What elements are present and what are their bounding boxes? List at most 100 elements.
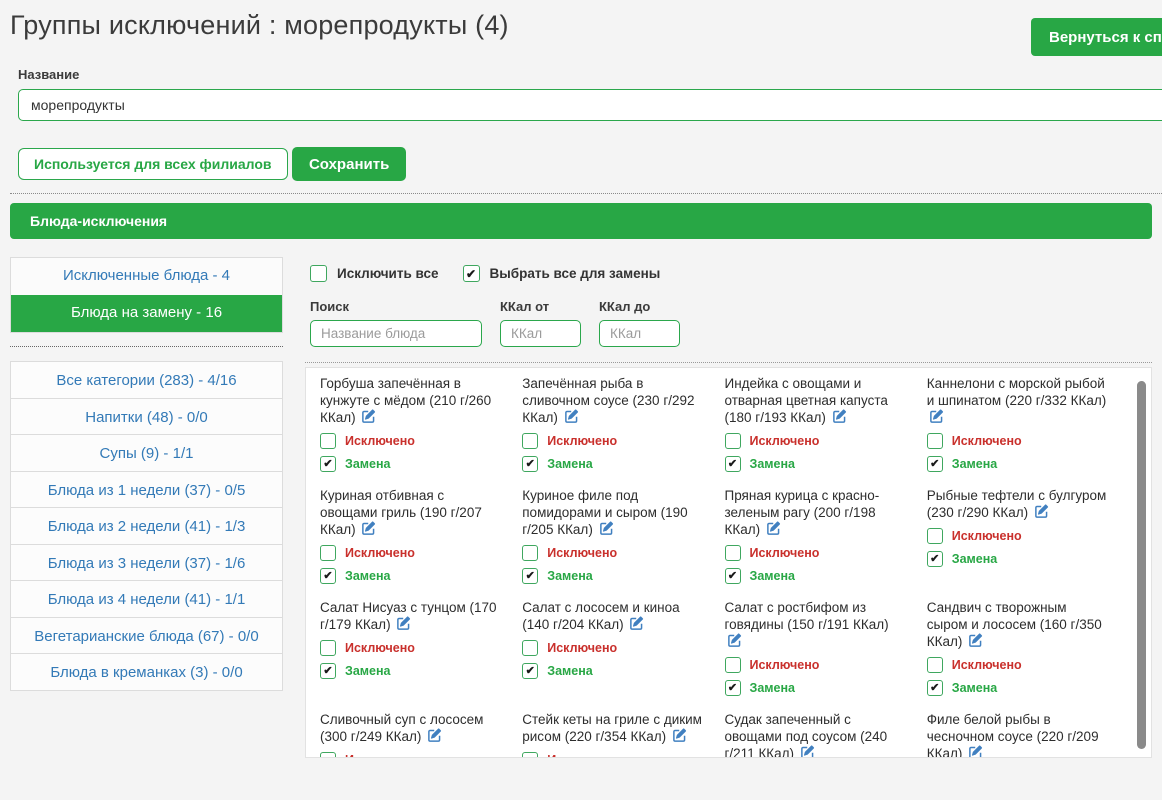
replace-label: Замена — [547, 663, 593, 678]
kcal-to-group: ККал до — [599, 299, 680, 347]
dish-title: Пряная курица с красно-зеленым рагу (200… — [724, 488, 880, 537]
replace-checkbox[interactable]: ✔ — [724, 455, 741, 472]
dish-title-row: Индейка с овощами и отварная цветная кап… — [725, 375, 909, 426]
excluded-label: Исключено — [345, 545, 415, 560]
category-list: Все категории (283) - 4/16 Напитки (48) … — [10, 361, 283, 691]
exclude-all-label: Исключить все — [337, 266, 439, 281]
edit-icon[interactable] — [564, 409, 579, 424]
dish-title: Запечённая рыба в сливочном соусе (230 г… — [522, 376, 695, 425]
replace-checkbox[interactable]: ✔ — [926, 679, 943, 696]
sidebar-category[interactable]: Супы (9) - 1/1 — [10, 434, 283, 472]
excluded-checkbox[interactable] — [320, 751, 336, 757]
excluded-checkbox[interactable] — [926, 527, 943, 544]
dish-title-row: Пряная курица с красно-зеленым рагу (200… — [725, 487, 909, 538]
sidebar-category[interactable]: Напитки (48) - 0/0 — [10, 397, 283, 435]
group-name-input[interactable] — [18, 89, 1162, 121]
edit-icon[interactable] — [968, 745, 983, 758]
replace-checkbox[interactable]: ✔ — [320, 662, 336, 679]
excluded-checkbox[interactable] — [522, 432, 539, 449]
edit-icon[interactable] — [599, 521, 614, 536]
edit-icon[interactable] — [361, 409, 376, 424]
excluded-checkbox[interactable] — [522, 639, 539, 656]
replace-checkbox[interactable]: ✔ — [522, 662, 539, 679]
dish-grid: Горбуша запечённая в кунжуте с мёдом (21… — [320, 375, 1137, 758]
excluded-label: Исключено — [345, 433, 415, 448]
sidebar-category[interactable]: Все категории (283) - 4/16 — [10, 361, 283, 399]
select-all-checkbox[interactable]: ✔ — [462, 265, 480, 282]
excluded-checkbox[interactable] — [320, 639, 336, 656]
scrollbar-thumb[interactable] — [1137, 381, 1146, 749]
sidebar-category-label: Все категории (283) - 4/16 — [56, 372, 237, 389]
excluded-checkbox[interactable] — [724, 656, 741, 673]
name-label: Название — [18, 67, 80, 82]
edit-icon[interactable] — [629, 616, 644, 631]
edit-icon[interactable] — [832, 409, 847, 424]
sidebar-category[interactable]: Блюда из 4 недели (41) - 1/1 — [10, 580, 283, 618]
edit-icon[interactable] — [766, 521, 781, 536]
replace-checkbox[interactable]: ✔ — [724, 567, 741, 584]
branches-badge[interactable]: Используется для всех филиалов — [18, 147, 288, 180]
excluded-checkbox[interactable] — [522, 751, 539, 757]
excluded-checkbox[interactable] — [320, 544, 336, 561]
edit-icon[interactable] — [727, 633, 742, 648]
dish-card: Горбуша запечённая в кунжуте с мёдом (21… — [320, 375, 504, 473]
kcal-from-input[interactable] — [500, 320, 581, 347]
sidebar-tab[interactable]: Исключенные блюда - 4 — [11, 258, 282, 295]
sidebar-category[interactable]: Блюда из 3 недели (37) - 1/6 — [10, 543, 283, 581]
save-button[interactable]: Сохранить — [291, 147, 407, 181]
excluded-label: Исключено — [345, 753, 415, 758]
exclude-all-checkbox[interactable] — [310, 265, 327, 282]
sidebar-category[interactable]: Блюда в креманках (3) - 0/0 — [10, 653, 283, 691]
dish-card: Куриная отбивная с овощами гриль (190 г/… — [320, 487, 504, 585]
kcal-to-input[interactable] — [599, 320, 680, 347]
search-label: Поиск — [310, 299, 350, 314]
sidebar-tab[interactable]: Блюда на замену - 16 — [11, 295, 282, 332]
dish-title-row: Куриная отбивная с овощами гриль (190 г/… — [320, 487, 504, 538]
replace-checkbox[interactable]: ✔ — [522, 455, 539, 472]
excluded-label: Исключено — [749, 545, 820, 560]
group-form: Название Используется для всех филиалов … — [10, 67, 1162, 194]
edit-icon[interactable] — [1034, 504, 1049, 519]
sidebar-category-label: Напитки (48) - 0/0 — [85, 408, 208, 426]
replace-checkbox[interactable]: ✔ — [320, 455, 336, 472]
replace-checkbox[interactable]: ✔ — [724, 679, 741, 696]
edit-icon[interactable] — [800, 745, 815, 758]
edit-icon[interactable] — [672, 728, 687, 743]
excluded-checkbox[interactable] — [320, 432, 336, 449]
replace-label: Замена — [345, 456, 391, 471]
dish-title-row: Каннелони с морской рыбой и шпинатом (22… — [927, 375, 1111, 426]
edit-icon[interactable] — [968, 633, 983, 648]
exclude-all-group: Исключить все — [310, 265, 439, 282]
replace-checkbox[interactable]: ✔ — [926, 550, 943, 567]
sidebar-category[interactable]: Блюда из 2 недели (41) - 1/3 — [10, 507, 283, 545]
page-title: Группы исключений : морепродукты (4) — [10, 10, 509, 40]
dish-title: Горбуша запечённая в кунжуте с мёдом (21… — [320, 376, 492, 425]
excluded-checkbox[interactable] — [724, 544, 741, 561]
edit-icon[interactable] — [427, 728, 442, 743]
excluded-row: Исключено — [724, 543, 909, 562]
excluded-checkbox[interactable] — [926, 432, 943, 449]
main-panel: Исключить все ✔ Выбрать все для замены П… — [283, 257, 1152, 758]
edit-icon[interactable] — [929, 409, 944, 424]
sidebar-category[interactable]: Блюда из 1 недели (37) - 0/5 — [10, 470, 283, 508]
replace-label: Замена — [547, 456, 593, 471]
dish-title: Филе белой рыбы в чесночном соусе (220 г… — [926, 712, 1099, 758]
excluded-checkbox[interactable] — [926, 656, 943, 673]
excluded-checkbox[interactable] — [522, 544, 539, 561]
replace-checkbox[interactable]: ✔ — [522, 567, 539, 584]
replace-checkbox[interactable]: ✔ — [926, 455, 943, 472]
search-input[interactable] — [310, 320, 482, 347]
sidebar-category[interactable]: Вегетарианские блюда (67) - 0/0 — [10, 616, 283, 654]
dish-title: Салат Нисуаз с тунцом (170 г/179 ККал) — [320, 600, 497, 632]
excluded-row: Исключено — [926, 431, 1111, 450]
sidebar: Исключенные блюда - 4 Блюда на замену - … — [10, 257, 283, 691]
replace-label: Замена — [749, 456, 795, 471]
excluded-checkbox[interactable] — [724, 432, 741, 449]
dish-card: Индейка с овощами и отварная цветная кап… — [724, 375, 909, 473]
dish-card: Салат с ростбифом из говядины (150 г/191… — [724, 599, 909, 697]
edit-icon[interactable] — [361, 521, 376, 536]
dish-card: Сандвич с творожным сыром и лососем (160… — [926, 599, 1111, 697]
back-to-list-button[interactable]: Вернуться к списку — [1031, 18, 1162, 56]
replace-checkbox[interactable]: ✔ — [320, 567, 336, 584]
edit-icon[interactable] — [396, 616, 411, 631]
